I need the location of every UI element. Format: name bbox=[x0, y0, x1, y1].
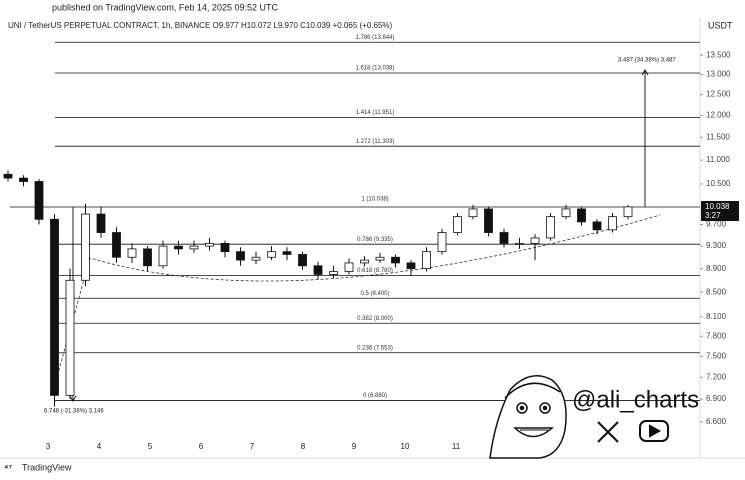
y-tick-label: 11.500 bbox=[706, 132, 730, 141]
candle-body bbox=[282, 251, 292, 255]
candle-body bbox=[298, 254, 307, 267]
x-tick-label: 11 bbox=[452, 442, 461, 451]
candle-body bbox=[391, 256, 400, 264]
y-tick-label: 6.900 bbox=[706, 394, 727, 403]
candle-body bbox=[220, 242, 230, 253]
candle-body bbox=[19, 177, 28, 182]
y-tick-label: 12.500 bbox=[706, 90, 731, 99]
candle-body bbox=[158, 245, 168, 267]
candle-body bbox=[329, 271, 338, 275]
candle-body bbox=[34, 181, 44, 220]
candle-body bbox=[65, 279, 75, 396]
candle-body bbox=[236, 251, 245, 261]
y-tick-label: 10.500 bbox=[706, 179, 731, 188]
cup-outline bbox=[51, 214, 661, 396]
fib-label: 0.5 (8.400) bbox=[360, 291, 389, 297]
target-annotation: 3.487 (34.38%) 3,487 bbox=[618, 58, 676, 64]
candle-body bbox=[422, 251, 431, 270]
fib-label: 1.414 (11.951) bbox=[356, 110, 395, 116]
social-icons bbox=[597, 420, 669, 443]
candle-body bbox=[484, 208, 493, 233]
low-annotation: 6.748 (-31.38%) 3,146 bbox=[44, 409, 104, 415]
price-tag bbox=[701, 200, 739, 221]
y-tick-label: 7.200 bbox=[706, 372, 727, 381]
candle-body bbox=[81, 213, 90, 281]
countdown: 3:27 bbox=[705, 211, 721, 220]
candle-body bbox=[189, 245, 199, 250]
x-tick-label: 5 bbox=[148, 442, 153, 451]
candle-body bbox=[592, 221, 602, 231]
candle-body bbox=[313, 265, 323, 275]
y-tick-label: 9.700 bbox=[706, 220, 727, 229]
candle-body bbox=[50, 218, 59, 396]
y-tick-label: 13.500 bbox=[706, 50, 731, 59]
candle-body bbox=[267, 251, 276, 258]
candle-body bbox=[143, 248, 152, 267]
x-tick-label: 10 bbox=[401, 442, 410, 451]
candle-body bbox=[499, 232, 509, 244]
candle-body bbox=[3, 173, 13, 179]
x-tick-label: 3 bbox=[46, 442, 51, 451]
candle-body bbox=[453, 216, 462, 233]
fib-label: 0.382 (8.000) bbox=[357, 316, 393, 322]
fib-label: 0.618 (8.780) bbox=[357, 268, 393, 274]
y-tick-label: 8.500 bbox=[706, 287, 727, 296]
x-tick-label: 7 bbox=[250, 442, 255, 451]
y-tick-label: 12.000 bbox=[706, 111, 731, 120]
x-tick-label: 9 bbox=[352, 442, 357, 451]
candle-body bbox=[375, 256, 385, 261]
y-tick-label: 11.000 bbox=[706, 155, 730, 164]
candle-body bbox=[205, 242, 214, 247]
symbol-header: UNI / TetherUS PERPETUAL CONTRACT, 1h, B… bbox=[8, 21, 393, 30]
fib-label: 0.786 (9.335) bbox=[357, 237, 393, 243]
candle-body bbox=[561, 208, 571, 218]
fib-label: 0.236 (7.553) bbox=[357, 345, 393, 351]
brand-logo: ⁴⁷ bbox=[4, 462, 12, 472]
currency: USDT bbox=[708, 20, 733, 30]
y-tick-label: 7.500 bbox=[706, 351, 727, 360]
brand: TradingView bbox=[22, 462, 72, 472]
candle-body bbox=[360, 259, 369, 264]
candle-body bbox=[174, 245, 183, 250]
candle-body bbox=[96, 213, 106, 233]
candle-body bbox=[468, 208, 478, 218]
x-tick-label: 6 bbox=[199, 442, 204, 451]
candle-body bbox=[608, 216, 617, 231]
x-tick-label: 8 bbox=[301, 442, 306, 451]
candle-body bbox=[437, 232, 447, 253]
published-note: published on TradingView.com, Feb 14, 20… bbox=[52, 2, 278, 12]
fib-label: 1.786 (13.844) bbox=[355, 35, 394, 41]
candle-body bbox=[344, 262, 354, 272]
avatar bbox=[489, 375, 567, 459]
price-tag-label: 10.038 bbox=[705, 202, 730, 211]
candle-body bbox=[127, 248, 137, 258]
y-tick-label: 7.800 bbox=[706, 331, 727, 340]
candle-body bbox=[406, 262, 416, 270]
plot-area: 13.500 13.000 12.500 12.000 11.500 11.000 10.5… bbox=[3, 35, 739, 451]
arrow-head bbox=[69, 395, 77, 402]
fib-label: 1.618 (13.038) bbox=[355, 66, 394, 72]
fib-label: 0 (6.880) bbox=[363, 393, 387, 399]
candle-body bbox=[623, 206, 633, 218]
y-tick-label: 13.000 bbox=[706, 70, 731, 79]
candle-body bbox=[530, 237, 540, 244]
candle-body bbox=[515, 242, 524, 245]
candle-body bbox=[577, 208, 586, 223]
fib-label: 1 (10.038) bbox=[361, 197, 388, 203]
y-tick-label: 6.600 bbox=[706, 417, 727, 426]
candle-body bbox=[251, 256, 261, 261]
candle-body bbox=[546, 216, 555, 239]
y-tick-label: 8.900 bbox=[706, 264, 727, 273]
handle: @ali_charts bbox=[572, 386, 699, 413]
y-tick-label: 9.300 bbox=[706, 241, 727, 250]
x-tick-label: 4 bbox=[97, 442, 102, 451]
fib-label: 1.272 (11.303) bbox=[356, 139, 395, 145]
candle-body bbox=[112, 232, 121, 258]
y-tick-label: 8.100 bbox=[706, 312, 727, 321]
